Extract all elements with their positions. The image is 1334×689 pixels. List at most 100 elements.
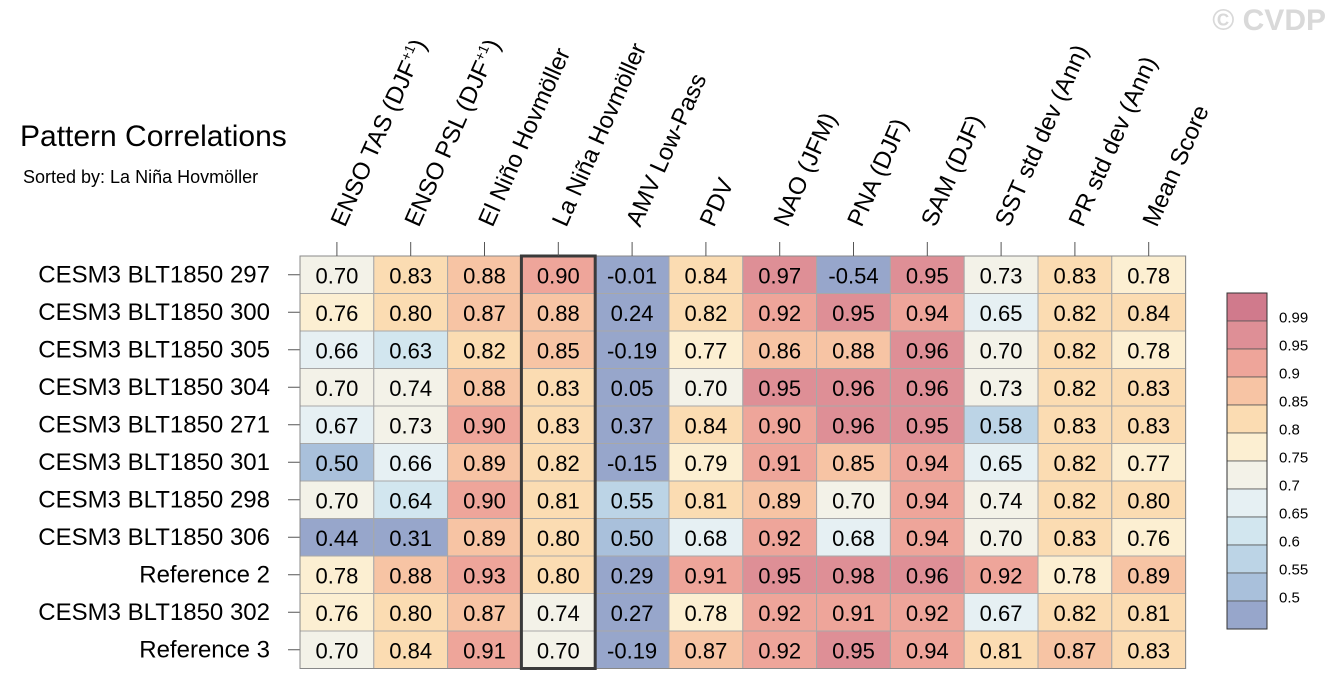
cell-value: 0.55: [611, 488, 654, 513]
chart-subtitle: Sorted by: La Niña Hovmöller: [23, 167, 259, 187]
cell-value: 0.78: [1127, 263, 1170, 288]
cell-value: 0.98: [832, 563, 875, 588]
cell-value: 0.70: [980, 338, 1023, 363]
cell-value: 0.74: [537, 601, 580, 626]
cell-value: 0.70: [832, 488, 875, 513]
column-label: Mean Score: [1138, 101, 1215, 230]
watermark: © CVDP: [1212, 4, 1326, 37]
colorbar-border: [1226, 292, 1268, 630]
cell-value: 0.05: [611, 376, 654, 401]
heatmap-cell: [520, 405, 596, 444]
heatmap-cell: [963, 630, 1039, 669]
colorbar-label: 0.99: [1279, 310, 1308, 327]
heatmap-cell: [1111, 593, 1187, 632]
heatmap-cell: [963, 405, 1039, 444]
heatmap-cell: [373, 293, 449, 332]
cell-value: 0.82: [684, 301, 727, 326]
cell-value: 0.95: [832, 301, 875, 326]
heatmap-cell: [668, 330, 744, 369]
cell-value: 0.82: [1053, 301, 1096, 326]
cell-value: 0.63: [389, 338, 432, 363]
cell-value: 0.82: [1053, 376, 1096, 401]
cell-value: 0.78: [315, 563, 358, 588]
cell-value: 0.90: [463, 413, 506, 438]
cell-value: 0.82: [1053, 488, 1096, 513]
cell-value: 0.95: [832, 638, 875, 663]
colorbar-label: 0.75: [1279, 450, 1308, 467]
cell-value: 0.88: [463, 263, 506, 288]
heatmap-cell: [373, 405, 449, 444]
colorbar-segment: [1226, 404, 1268, 434]
cell-value: 0.89: [758, 488, 801, 513]
heatmap-cell: [1037, 518, 1113, 557]
cell-value: 0.84: [684, 263, 727, 288]
colorbar-label: 0.6: [1279, 534, 1300, 551]
row-label: Reference 2: [139, 561, 270, 588]
cell-value: 0.96: [906, 338, 949, 363]
colorbar-label: 0.8: [1279, 422, 1300, 439]
heatmap-cell: [594, 293, 670, 332]
cell-value: 0.83: [389, 263, 432, 288]
cell-value: 0.80: [389, 301, 432, 326]
cell-value: 0.89: [1127, 563, 1170, 588]
colorbar-label: 0.85: [1279, 394, 1308, 411]
heatmap-cell: [963, 555, 1039, 594]
cell-value: 0.84: [684, 413, 727, 438]
cell-value: 0.73: [389, 413, 432, 438]
heatmap-cell: [1111, 368, 1187, 407]
heatmap-cell: [299, 555, 375, 594]
cell-value: 0.92: [758, 526, 801, 551]
cell-value: 0.66: [315, 338, 358, 363]
cell-value: 0.81: [537, 488, 580, 513]
cell-value: 0.97: [758, 263, 801, 288]
column-label: NAO (JFM): [769, 109, 843, 231]
heatmap-cell: [742, 330, 818, 369]
heatmap-cell: [816, 405, 891, 444]
cell-value: 0.67: [315, 413, 358, 438]
cell-value: 0.68: [832, 526, 875, 551]
cell-value: 0.50: [611, 526, 654, 551]
heatmap-cell: [889, 405, 965, 444]
row-label: CESM3 BLT1850 271: [38, 411, 270, 438]
grid-border: [299, 255, 1187, 669]
heatmap-cell: [299, 330, 375, 369]
cell-value: 0.92: [758, 301, 801, 326]
cell-value: 0.66: [389, 451, 432, 476]
cell-value: 0.58: [980, 413, 1023, 438]
cell-value: 0.83: [1053, 263, 1096, 288]
heatmap-cell: [816, 630, 891, 669]
heatmap-cell: [1111, 405, 1187, 444]
cell-value: 0.80: [537, 563, 580, 588]
cell-value: 0.80: [537, 526, 580, 551]
heatmap-cell: [299, 480, 375, 519]
heatmap-cell: [299, 405, 375, 444]
column-label: PDV: [695, 174, 740, 230]
row-label: CESM3 BLT1850 300: [38, 299, 270, 326]
cell-value: 0.37: [611, 413, 654, 438]
cell-value: 0.87: [684, 638, 727, 663]
chart-title: Pattern Correlations: [20, 120, 287, 153]
row-label: CESM3 BLT1850 306: [38, 524, 270, 551]
heatmap-cell: [963, 593, 1039, 632]
cell-value: 0.96: [832, 376, 875, 401]
heatmap-cell: [742, 518, 818, 557]
cell-value: 0.91: [832, 601, 875, 626]
cell-value: 0.82: [537, 451, 580, 476]
heatmap-cell: [889, 293, 965, 332]
heatmap-cell: [889, 630, 965, 669]
cell-value: 0.31: [389, 526, 432, 551]
heatmap-cell: [816, 255, 891, 294]
cell-value: 0.27: [611, 601, 654, 626]
heatmap-cell: [816, 480, 891, 519]
cell-value: 0.88: [832, 338, 875, 363]
cell-value: 0.86: [758, 338, 801, 363]
heatmap-cell: [668, 555, 744, 594]
cell-value: 0.83: [1053, 526, 1096, 551]
colorbar-segment: [1226, 572, 1268, 602]
colorbar-segment: [1226, 376, 1268, 406]
colorbar-segment: [1226, 488, 1268, 518]
heatmap-cell: [816, 293, 891, 332]
heatmap-cell: [447, 630, 522, 669]
cell-value: -0.19: [607, 638, 657, 663]
